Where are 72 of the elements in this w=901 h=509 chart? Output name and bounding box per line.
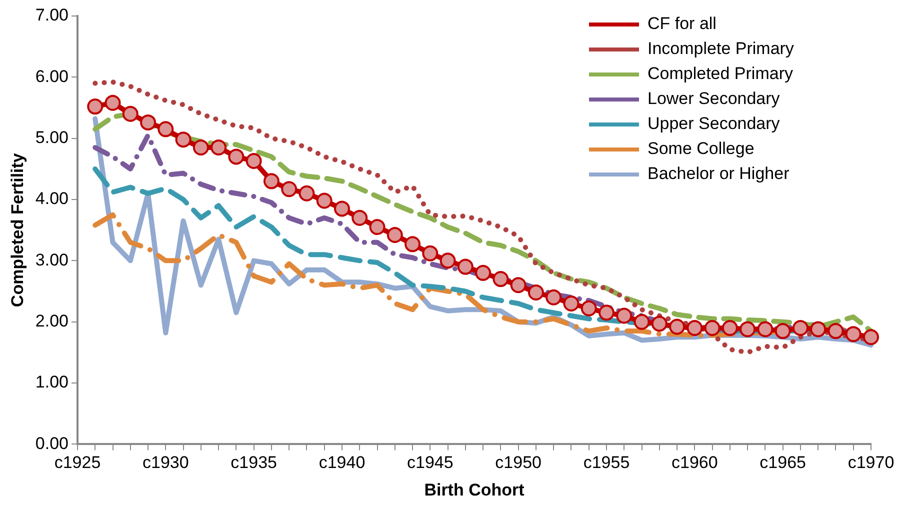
point: [352, 210, 368, 226]
point: [175, 132, 192, 148]
point: [457, 258, 474, 275]
point: [546, 289, 562, 306]
point: [669, 318, 686, 335]
y-tick-label: 1.00: [35, 372, 68, 392]
point: [192, 140, 209, 156]
point: [228, 148, 244, 165]
point: [369, 219, 386, 236]
point: [87, 98, 104, 115]
y-tick-label: 5.00: [35, 128, 68, 148]
legend-label: Incomplete Primary: [648, 39, 794, 58]
point: [386, 226, 403, 243]
point: [616, 308, 632, 324]
x-tick-label: c1960: [672, 453, 718, 472]
point: [475, 264, 492, 281]
x-tick-label: c1970: [848, 453, 894, 472]
point: [704, 320, 720, 336]
point: [580, 300, 597, 316]
legend-label: CF for all: [648, 14, 716, 34]
point: [598, 304, 614, 321]
y-tick-label: 0.00: [35, 434, 68, 453]
point: [422, 245, 438, 262]
point: [263, 173, 280, 190]
point: [404, 236, 421, 252]
point: [757, 321, 774, 338]
point: [686, 320, 703, 336]
point: [845, 326, 862, 342]
legend-label: Some College: [648, 139, 754, 158]
point: [863, 329, 879, 346]
point: [210, 140, 227, 156]
legend-label: Upper Secondary: [648, 114, 780, 134]
point: [104, 94, 121, 111]
point: [298, 185, 315, 202]
y-tick-label: 2.00: [35, 312, 68, 331]
y-tick-label: 7.00: [35, 6, 68, 25]
point: [528, 284, 544, 300]
x-tick-label: c1940: [318, 453, 366, 472]
point: [158, 121, 174, 138]
point: [792, 320, 808, 336]
point: [510, 277, 526, 294]
x-tick-label: c1925: [54, 453, 101, 472]
x-tick-label: c1935: [230, 453, 277, 472]
x-tick-label: c1965: [760, 453, 806, 472]
legend-label: Bachelor or Higher: [648, 164, 790, 184]
y-axis-title: Completed Fertility: [8, 152, 27, 308]
point: [828, 323, 844, 340]
point: [492, 271, 509, 288]
y-tick-label: 3.00: [35, 250, 68, 270]
point: [563, 296, 580, 312]
y-tick-label: 6.00: [35, 66, 68, 86]
x-tick-label: c1945: [406, 453, 454, 472]
point: [722, 320, 738, 336]
x-tick-label: c1950: [495, 453, 542, 472]
legend-label: Completed Primary: [648, 64, 794, 84]
legend-label: Lower Secondary: [648, 89, 780, 108]
point: [634, 314, 650, 330]
x-axis-title: Birth Cohort: [424, 480, 525, 500]
point: [246, 152, 262, 169]
point: [122, 106, 138, 122]
point: [651, 316, 668, 332]
x-tick-label: c1930: [142, 453, 189, 472]
point: [440, 252, 456, 269]
point: [281, 181, 298, 198]
point: [774, 323, 791, 340]
point: [316, 192, 332, 209]
point: [140, 114, 156, 130]
point: [740, 321, 756, 338]
point: [334, 200, 350, 217]
point: [810, 321, 826, 338]
y-tick-label: 4.00: [35, 189, 68, 208]
x-tick-label: c1955: [583, 453, 630, 472]
